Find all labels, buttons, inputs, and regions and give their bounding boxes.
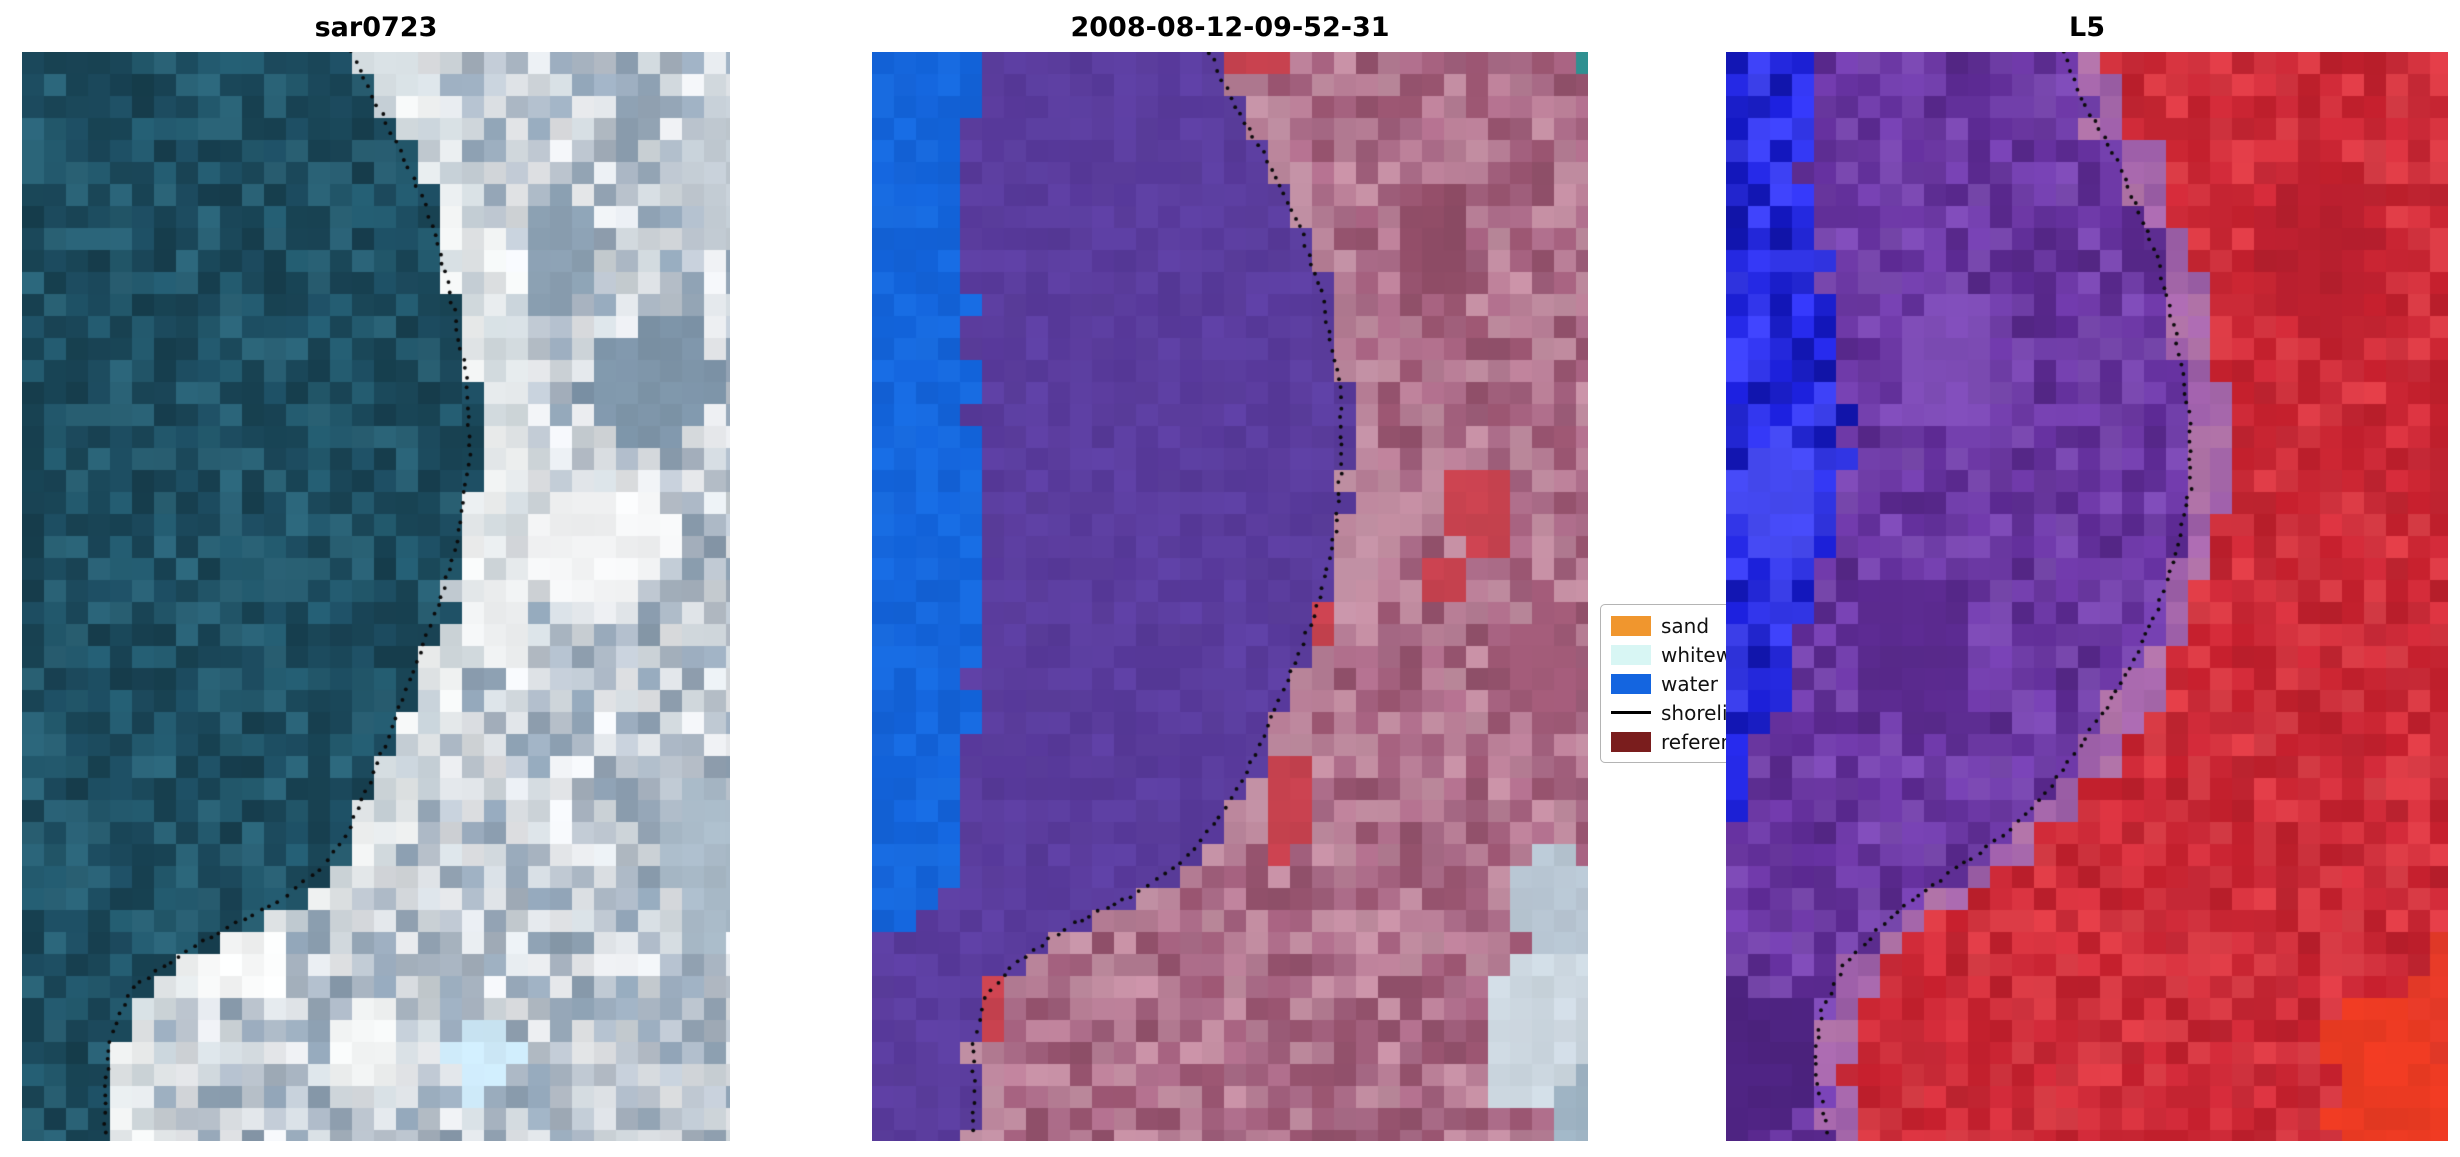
panel-image-l5 xyxy=(1726,52,2448,1141)
legend-item-water: water xyxy=(1611,671,1789,696)
legend-item-sand: sand xyxy=(1611,613,1789,638)
panel-title-l5: L5 xyxy=(2069,12,2105,43)
panel-image-sar0723 xyxy=(22,52,730,1141)
legend-swatch-sand xyxy=(1611,615,1651,636)
panel-title-timestamp: 2008-08-12-09-52-31 xyxy=(1070,12,1390,43)
panel-title-sar0723: sar0723 xyxy=(314,12,438,43)
legend-swatch-water xyxy=(1611,673,1651,694)
legend-label-sand: sand xyxy=(1661,613,1710,638)
legend-label-water: water xyxy=(1661,671,1718,696)
legend-swatch-whitewater xyxy=(1611,644,1651,665)
panel-image-classified xyxy=(872,52,1588,1141)
legend-swatch-shoreline xyxy=(1611,711,1651,714)
legend-swatch-reference xyxy=(1611,731,1651,752)
